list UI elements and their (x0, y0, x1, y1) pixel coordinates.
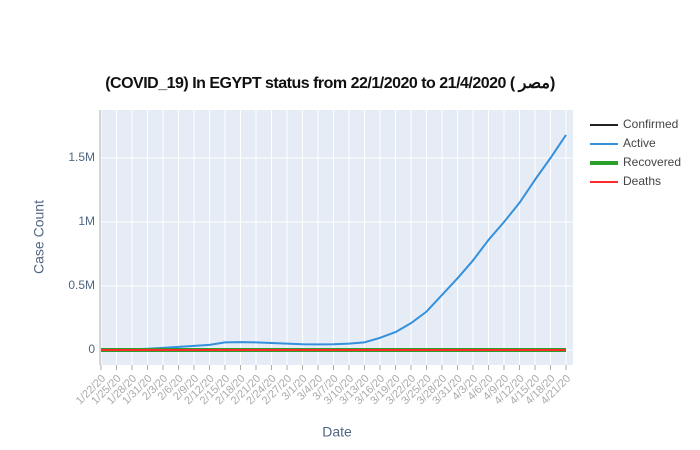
y-axis-label: Case Count (31, 200, 47, 274)
x-axis-label: Date (322, 424, 352, 440)
chart-title: (COVID_19) In EGYPT status from 22/1/202… (105, 75, 555, 93)
legend-label: Confirmed (623, 117, 678, 131)
legend-label: Deaths (623, 174, 661, 188)
legend-label: Recovered (623, 155, 681, 169)
y-tick-label: 0 (88, 342, 95, 356)
y-tick-label: 1.5M (68, 150, 95, 164)
legend-label: Active (623, 136, 656, 150)
y-tick-label: 0.5M (68, 278, 95, 292)
series-line (100, 134, 567, 352)
plot-area (100, 110, 573, 365)
y-tick-label: 1M (78, 214, 95, 228)
